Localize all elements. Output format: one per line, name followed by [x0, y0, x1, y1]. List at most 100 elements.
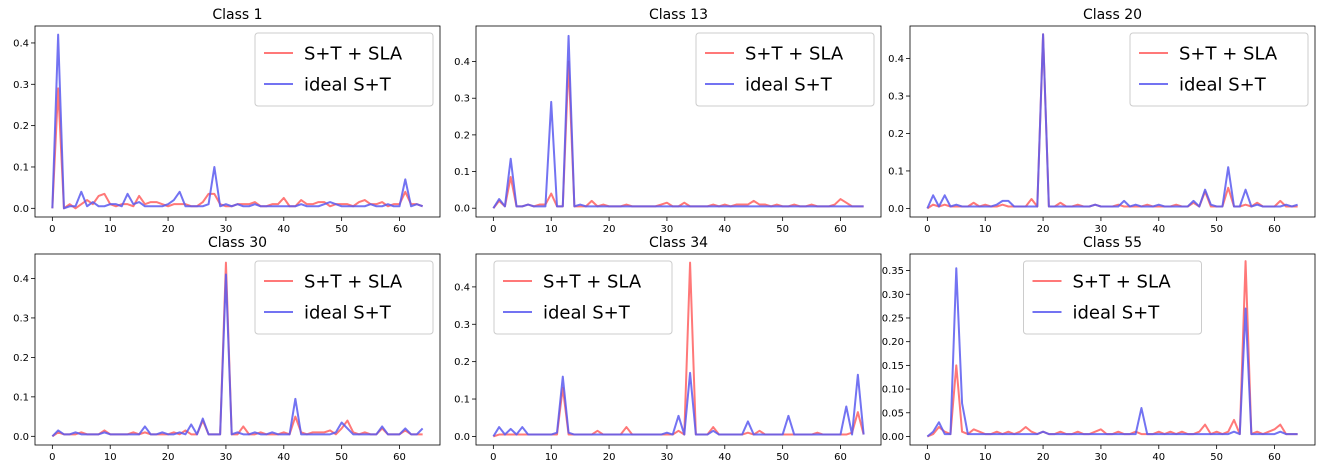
y-tick-label: 0.0	[454, 204, 470, 215]
subplot: Class 13 0 10 20 30 40 50 60 0.0 0.1 0.2 0.3 0.4 S+T …	[454, 7, 882, 235]
legend-box	[254, 32, 434, 107]
y-tick-label: 0.0	[13, 432, 29, 443]
chart-title: Class 55	[1083, 235, 1142, 251]
legend-label: S+T + SLA	[543, 272, 642, 293]
axes-frame	[34, 25, 441, 218]
y-tick-label: 0.1	[13, 392, 29, 403]
series-line-ideal-st	[926, 33, 1298, 209]
y-tick-label: 0.30	[882, 290, 904, 301]
y-tick-label: 0.4	[454, 282, 470, 293]
x-tick-label: 40	[277, 452, 290, 462]
y-tick-label: 0.05	[882, 408, 904, 419]
x-tick-label: 30	[1095, 452, 1108, 462]
x-tick-label: 30	[220, 224, 233, 235]
x-tick-label: 0	[490, 224, 496, 235]
x-tick-label: 30	[1095, 224, 1108, 235]
y-tick-label: 0.3	[454, 320, 470, 331]
x-tick-label: 60	[834, 224, 847, 235]
y-tick-label: 0.10	[882, 385, 904, 396]
y-tick-label: 0.2	[454, 357, 470, 368]
x-tick-label: 50	[1210, 452, 1223, 462]
x-tick-label: 50	[1210, 224, 1223, 235]
legend: S+T + SLA ideal S+T	[1023, 260, 1202, 335]
legend-label: ideal S+T	[543, 303, 631, 324]
axes-frame	[909, 25, 1316, 218]
y-tick-label: 0.2	[454, 130, 470, 141]
legend-label: S+T + SLA	[304, 44, 403, 65]
x-tick-label: 20	[162, 452, 175, 462]
y-tick-label: 0.3	[454, 94, 470, 105]
subplot: Class 34 0 10 20 30 40 50 60 0.0 0.1 0.2 0.3 0.4 S+T …	[454, 235, 882, 462]
x-tick-label: 40	[1152, 224, 1165, 235]
y-tick-label: 0.0	[888, 204, 904, 215]
series-line-ideal-st	[926, 267, 1298, 438]
y-tick-label: 0.4	[13, 38, 29, 49]
chart-title: Class 34	[649, 235, 708, 251]
chart-title: Class 13	[649, 7, 708, 23]
legend-label: ideal S+T	[304, 303, 392, 324]
y-tick-label: 0.0	[13, 204, 29, 215]
axes-frame	[475, 25, 882, 218]
x-tick-label: 10	[545, 452, 558, 462]
x-tick-label: 50	[335, 452, 348, 462]
subplot: Class 55 0 10 20 30 40 50 60 0.00 0.05 0.10 0.15 0.2…	[882, 235, 1316, 462]
x-tick-label: 60	[1268, 452, 1281, 462]
y-tick-label: 0.2	[13, 121, 29, 132]
legend-label: ideal S+T	[304, 75, 392, 96]
legend: S+T + SLA ideal S+T	[493, 260, 673, 335]
y-tick-label: 0.4	[888, 54, 904, 65]
x-tick-label: 10	[979, 224, 992, 235]
legend-box	[1129, 32, 1309, 107]
y-tick-label: 0.0	[454, 432, 470, 443]
x-tick-label: 0	[49, 224, 55, 235]
legend-box	[695, 32, 875, 107]
x-tick-label: 30	[220, 452, 233, 462]
y-tick-label: 0.4	[454, 57, 470, 68]
legend-box	[254, 260, 434, 335]
x-tick-label: 0	[49, 452, 55, 462]
y-tick-label: 0.3	[13, 313, 29, 324]
legend: S+T + SLA ideal S+T	[254, 260, 434, 335]
x-tick-label: 60	[393, 452, 406, 462]
subplot: Class 20 0 10 20 30 40 50 60 0.0 0.1 0.2 0.3 0.4 S+T …	[888, 7, 1316, 235]
x-tick-label: 10	[545, 224, 558, 235]
x-tick-label: 20	[1037, 452, 1050, 462]
y-tick-label: 0.4	[13, 274, 29, 285]
y-tick-label: 0.1	[13, 162, 29, 173]
legend: S+T + SLA ideal S+T	[695, 32, 875, 107]
x-tick-label: 20	[603, 452, 616, 462]
x-tick-label: 50	[776, 224, 789, 235]
x-tick-label: 40	[718, 224, 731, 235]
x-tick-label: 60	[834, 452, 847, 462]
axes-frame	[34, 253, 441, 446]
y-tick-label: 0.3	[13, 80, 29, 91]
legend-label: S+T + SLA	[304, 272, 403, 293]
series-line-ideal-st	[51, 273, 424, 438]
x-tick-label: 0	[490, 452, 496, 462]
legend: S+T + SLA ideal S+T	[254, 32, 434, 107]
axes-frame	[475, 253, 882, 446]
x-tick-label: 10	[104, 452, 117, 462]
x-tick-label: 20	[603, 224, 616, 235]
x-tick-label: 60	[393, 224, 406, 235]
x-tick-label: 10	[104, 224, 117, 235]
legend-label: ideal S+T	[1179, 75, 1267, 96]
y-tick-label: 0.1	[454, 167, 470, 178]
x-tick-label: 40	[718, 452, 731, 462]
legend-label: S+T + SLA	[1179, 44, 1278, 65]
x-tick-label: 40	[277, 224, 290, 235]
legend-box	[1023, 260, 1202, 335]
x-tick-label: 20	[162, 224, 175, 235]
x-tick-label: 50	[335, 224, 348, 235]
legend-label: ideal S+T	[745, 75, 833, 96]
x-tick-label: 40	[1152, 452, 1165, 462]
y-tick-label: 0.1	[888, 166, 904, 177]
x-tick-label: 30	[661, 452, 674, 462]
y-tick-label: 0.3	[888, 92, 904, 103]
chart-title: Class 30	[208, 235, 267, 251]
subplot: Class 1 0 10 20 30 40 50 60 0.0 0.1 0.2 0.3 0.4 S+T +…	[13, 7, 441, 235]
y-tick-label: 0.15	[882, 361, 904, 372]
legend-box	[493, 260, 673, 335]
x-tick-label: 10	[979, 452, 992, 462]
legend-label: S+T + SLA	[745, 44, 844, 65]
